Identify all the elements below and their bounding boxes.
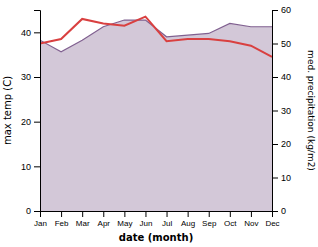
tick: 30	[272, 106, 291, 116]
tick: Jun	[140, 211, 153, 228]
tick-mark	[188, 211, 189, 217]
tick-mark	[272, 211, 278, 212]
axis-line	[41, 212, 273, 218]
tick-label: May	[117, 219, 132, 228]
tick-label: 10	[21, 162, 31, 172]
tick-mark	[251, 211, 252, 217]
tick: 60	[272, 5, 291, 15]
tick: Sep	[202, 211, 217, 228]
tick-mark	[167, 211, 168, 217]
tick-mark	[209, 211, 210, 217]
y2-axis: 0 10 20 30 40 50 60	[272, 5, 291, 216]
x-axis: Jan Feb Mar Apr May Jun Jul Aug Sep Oct Nov Dec	[34, 211, 280, 228]
tick-label: 10	[281, 173, 291, 183]
tick-label: Jan	[34, 219, 47, 228]
tick-label: Dec	[265, 219, 279, 228]
tick-label: Oct	[224, 219, 237, 228]
y2-axis-title: med. precipitation (kg/m2)	[306, 50, 316, 171]
tick: Apr	[98, 211, 111, 228]
tick-label: 30	[21, 72, 31, 82]
tick: May	[117, 211, 132, 228]
tick-mark	[272, 10, 278, 11]
tick-mark	[124, 211, 125, 217]
chart: JanFebMarAprMayJunJulAugSepOctNovDec0102…	[0, 0, 318, 247]
tick-label: 20	[21, 117, 31, 127]
tick: Aug	[181, 211, 195, 228]
tick-mark	[272, 111, 278, 112]
y-axis: 0 10 20 30 40	[21, 11, 41, 217]
tick: 10	[21, 162, 40, 172]
tick-label: 0	[281, 206, 286, 216]
tick: 0	[26, 206, 40, 216]
tick-mark	[34, 32, 40, 33]
tick-label: Nov	[244, 219, 258, 228]
tick-mark	[82, 211, 83, 217]
axis-line	[34, 11, 41, 212]
tick-mark	[34, 211, 40, 212]
tick-label: 0	[26, 206, 31, 216]
tick: Nov	[244, 211, 258, 228]
tick: 0	[272, 206, 286, 216]
tick-label: Jun	[140, 219, 153, 228]
tick-mark	[34, 77, 40, 78]
tick-label: Sep	[202, 219, 217, 228]
plot: JanFebMarAprMayJunJulAugSepOctNovDec0102…	[21, 5, 291, 227]
tick-label: 20	[281, 139, 291, 149]
area	[40, 20, 272, 211]
tick-mark	[272, 77, 278, 78]
x-axis-title: date (month)	[119, 232, 193, 243]
tick: 40	[272, 72, 291, 82]
tick-mark	[272, 44, 278, 45]
tick-mark	[272, 144, 278, 145]
tick: 20	[272, 139, 291, 149]
tick: 30	[21, 72, 40, 82]
tick-mark	[34, 122, 40, 123]
tick: 10	[272, 173, 291, 183]
tick-label: 50	[281, 39, 291, 49]
tick-label: Feb	[55, 219, 69, 228]
tick-mark	[272, 178, 278, 179]
tick-mark	[103, 211, 104, 217]
line	[40, 17, 272, 57]
tick-label: 40	[281, 72, 291, 82]
tick: 50	[272, 39, 291, 49]
y-axis-title: max temp (C)	[2, 76, 13, 145]
tick-label: Mar	[76, 219, 90, 228]
tick-label: Aug	[181, 219, 195, 228]
tick-label: Jul	[162, 219, 172, 228]
tick-label: 40	[21, 28, 31, 38]
tick-label: 30	[281, 106, 291, 116]
tick: Oct	[224, 211, 237, 228]
tick: 40	[21, 28, 40, 38]
tick-mark	[145, 211, 146, 217]
tick: Jul	[162, 211, 172, 228]
tick: Mar	[76, 211, 90, 228]
tick-mark	[61, 211, 62, 217]
marks	[40, 17, 272, 211]
tick-mark	[34, 166, 40, 167]
tick: Dec	[265, 211, 279, 228]
tick-mark	[230, 211, 231, 217]
tick: 20	[21, 117, 40, 127]
axis-line	[273, 11, 279, 212]
tick: Feb	[55, 211, 69, 228]
tick-label: Apr	[98, 219, 111, 228]
tick: Jan	[34, 211, 47, 228]
tick-label: 60	[281, 5, 291, 15]
